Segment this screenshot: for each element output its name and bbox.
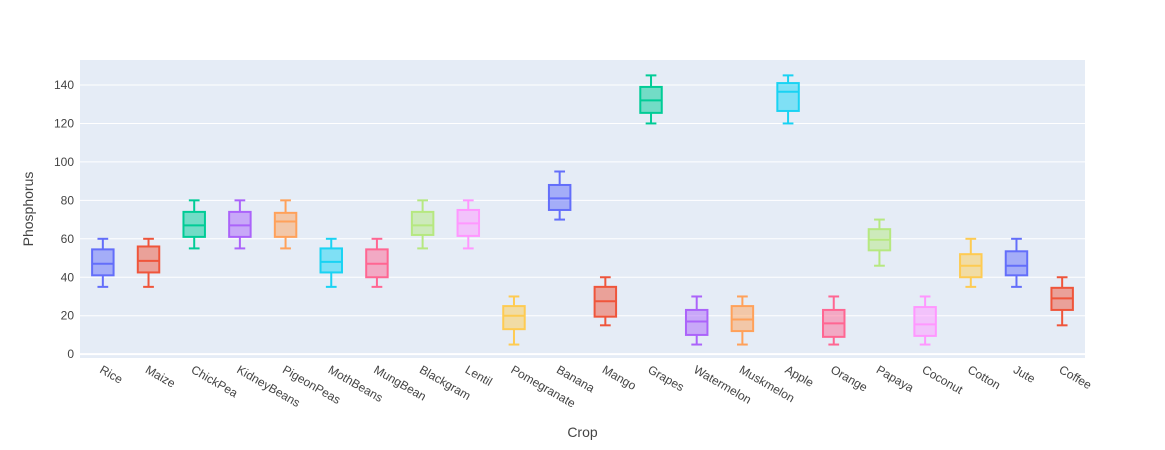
y-tick-label: 140 xyxy=(54,78,74,92)
boxes xyxy=(91,74,1074,346)
box-iqr xyxy=(136,245,161,274)
box-iqr xyxy=(776,82,800,112)
x-axis-title: Crop xyxy=(567,424,598,440)
box-orange xyxy=(822,295,846,346)
box-pomegranate xyxy=(502,295,526,346)
box-coconut xyxy=(913,295,937,346)
box-coffee xyxy=(1050,276,1074,327)
box-grapes xyxy=(639,74,663,125)
box-iqr xyxy=(913,306,937,337)
y-tick-label: 20 xyxy=(61,309,75,323)
y-tick-labels: 0 20 40 60 80 100 120 140 xyxy=(54,78,74,361)
box-jute xyxy=(1004,237,1029,288)
y-tick-label: 120 xyxy=(54,116,74,130)
y-tick-label: 60 xyxy=(61,232,75,246)
box-chickpea xyxy=(182,199,206,250)
box-blackgram xyxy=(410,199,435,250)
box-mungbean xyxy=(365,237,389,288)
box-iqr xyxy=(273,211,298,238)
box-iqr xyxy=(502,305,526,331)
box-mothbeans xyxy=(319,237,343,288)
box-muskmelon xyxy=(730,295,755,346)
box-lentil xyxy=(456,199,481,250)
y-axis-title: Phosphorus xyxy=(20,172,36,247)
box-mango xyxy=(593,276,618,327)
y-tick-label: 100 xyxy=(54,155,74,169)
box-rice xyxy=(91,237,115,288)
box-pigeonpeas xyxy=(273,199,298,250)
y-tick-label: 40 xyxy=(61,270,75,284)
box-banana xyxy=(547,170,572,221)
y-gridlines xyxy=(80,84,1085,356)
box-cotton xyxy=(959,237,983,288)
y-tick-label: 0 xyxy=(67,347,74,361)
box-kidneybeans xyxy=(228,199,252,250)
box-watermelon xyxy=(684,295,709,346)
y-tick-label: 80 xyxy=(61,193,75,207)
box-iqr xyxy=(1004,250,1029,277)
box-iqr xyxy=(319,247,343,274)
box-iqr xyxy=(410,210,435,236)
box-maize xyxy=(136,237,161,288)
box-apple xyxy=(776,74,800,125)
box-papaya xyxy=(867,218,892,267)
box-iqr xyxy=(91,248,115,277)
